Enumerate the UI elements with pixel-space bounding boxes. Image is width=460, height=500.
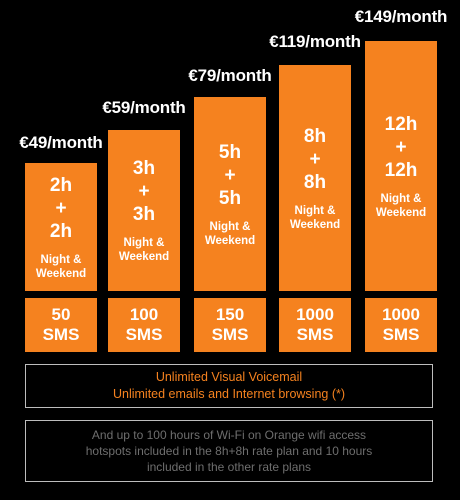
wifi-text-line: And up to 100 hours of Wi-Fi on Orange w… — [91, 428, 367, 442]
plan-price: €79/month — [188, 66, 272, 85]
plan-hours: 3h + 3h — [132, 158, 156, 225]
plan-minutes-bar: 5h + 5h Night & Weekend — [194, 97, 266, 291]
plan-hours: 8h + 8h — [303, 125, 327, 193]
night-weekend-label: Night & Weekend — [289, 204, 341, 231]
plan-price: €49/month — [19, 133, 103, 152]
night-weekend-label: Night & Weekend — [35, 253, 87, 280]
wifi-text-line: hotspots included in the 8h+8h rate plan… — [85, 444, 373, 458]
wifi-info-box: And up to 100 hours of Wi-Fi on Orange w… — [25, 420, 433, 482]
plan-sms-box: 100 SMS — [108, 298, 180, 352]
plan-sms-box: 1000 SMS — [365, 298, 437, 352]
plan-sms-box: 50 SMS — [25, 298, 97, 352]
included-features-box: Unlimited Visual Voicemail Unlimited ema… — [25, 364, 433, 408]
plan-price: €119/month — [269, 32, 361, 51]
night-weekend-label: Night & Weekend — [204, 220, 256, 247]
plan-minutes-bar: 12h + 12h Night & Weekend — [365, 41, 437, 291]
night-weekend-label: Night & Weekend — [118, 237, 170, 263]
plan-sms-box: 150 SMS — [194, 298, 266, 352]
plan-minutes-bar: 2h + 2h Night & Weekend — [25, 163, 97, 291]
plan-minutes-bar: 3h + 3h Night & Weekend — [108, 130, 180, 291]
plan-hours: 5h + 5h — [218, 141, 242, 209]
plan-hours: 12h + 12h — [384, 113, 418, 181]
visual-voicemail-text: Unlimited Visual Voicemail — [155, 370, 303, 384]
wifi-text-line: included in the other rate plans — [146, 460, 312, 474]
plan-price: €149/month — [354, 7, 448, 26]
night-weekend-label: Night & Weekend — [375, 192, 427, 219]
plan-sms-box: 1000 SMS — [279, 298, 351, 352]
plan-hours: 2h + 2h — [49, 174, 73, 242]
plan-minutes-bar: 8h + 8h Night & Weekend — [279, 65, 351, 291]
internet-browsing-text: Unlimited emails and Internet browsing (… — [112, 387, 346, 401]
plan-price: €59/month — [102, 98, 186, 117]
